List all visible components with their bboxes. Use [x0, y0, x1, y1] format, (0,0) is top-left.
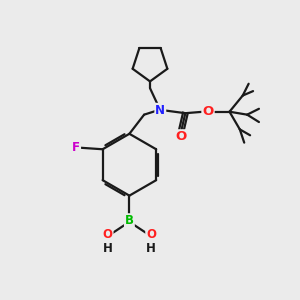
Text: F: F — [72, 141, 80, 154]
Text: H: H — [146, 242, 156, 254]
Text: O: O — [146, 228, 156, 241]
Text: B: B — [125, 214, 134, 227]
Text: H: H — [103, 242, 112, 254]
Text: O: O — [202, 105, 214, 118]
Text: O: O — [175, 130, 187, 143]
Text: O: O — [103, 228, 112, 241]
Text: N: N — [155, 104, 165, 117]
